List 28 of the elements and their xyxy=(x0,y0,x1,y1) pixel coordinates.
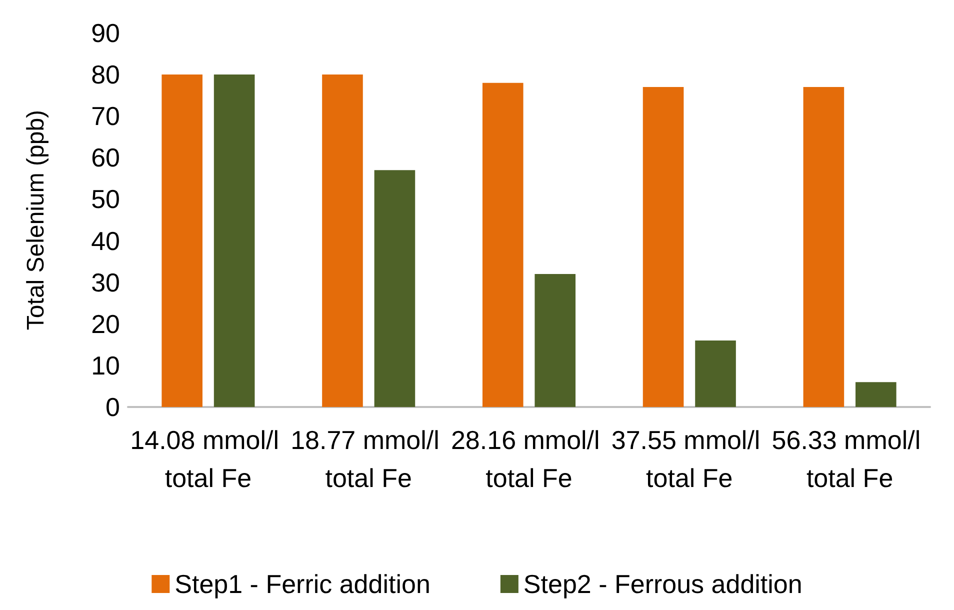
bar xyxy=(322,74,363,407)
x-tick-label: 14.08 mmol/l total Fe xyxy=(130,425,286,493)
x-tick-label: 18.77 mmol/l total Fe xyxy=(290,425,447,493)
bar xyxy=(214,74,255,407)
y-tick-label: 90 xyxy=(91,18,120,48)
x-tick-label: 28.16 mmol/l total Fe xyxy=(450,425,608,493)
legend-label: Step1 - Ferric addition xyxy=(174,569,430,599)
y-axis-title: Total Selenium (ppb) xyxy=(22,110,50,330)
bar xyxy=(162,74,202,407)
bar xyxy=(374,170,416,407)
x-tick-label: 37.55 mmol/l total Fe xyxy=(611,425,768,493)
y-tick-label: 40 xyxy=(91,226,120,256)
y-tick-label: 30 xyxy=(91,267,120,298)
y-tick-label: 20 xyxy=(91,308,120,339)
y-tick-label: 70 xyxy=(91,101,120,132)
x-tick-label: 56.33 mmol/l total Fe xyxy=(772,425,928,493)
y-tick-label: 50 xyxy=(91,184,120,214)
legend-label: Step2 - Ferrous addition xyxy=(523,569,802,599)
bar xyxy=(803,87,844,407)
bar xyxy=(482,82,524,407)
bar xyxy=(642,87,684,407)
y-tick-label: 60 xyxy=(91,142,120,173)
y-tick-label: 10 xyxy=(91,350,120,380)
bar xyxy=(856,382,896,407)
y-tick-label: 0 xyxy=(106,392,120,422)
bar xyxy=(534,274,576,407)
bar xyxy=(695,340,736,407)
y-tick-label: 80 xyxy=(91,60,120,90)
